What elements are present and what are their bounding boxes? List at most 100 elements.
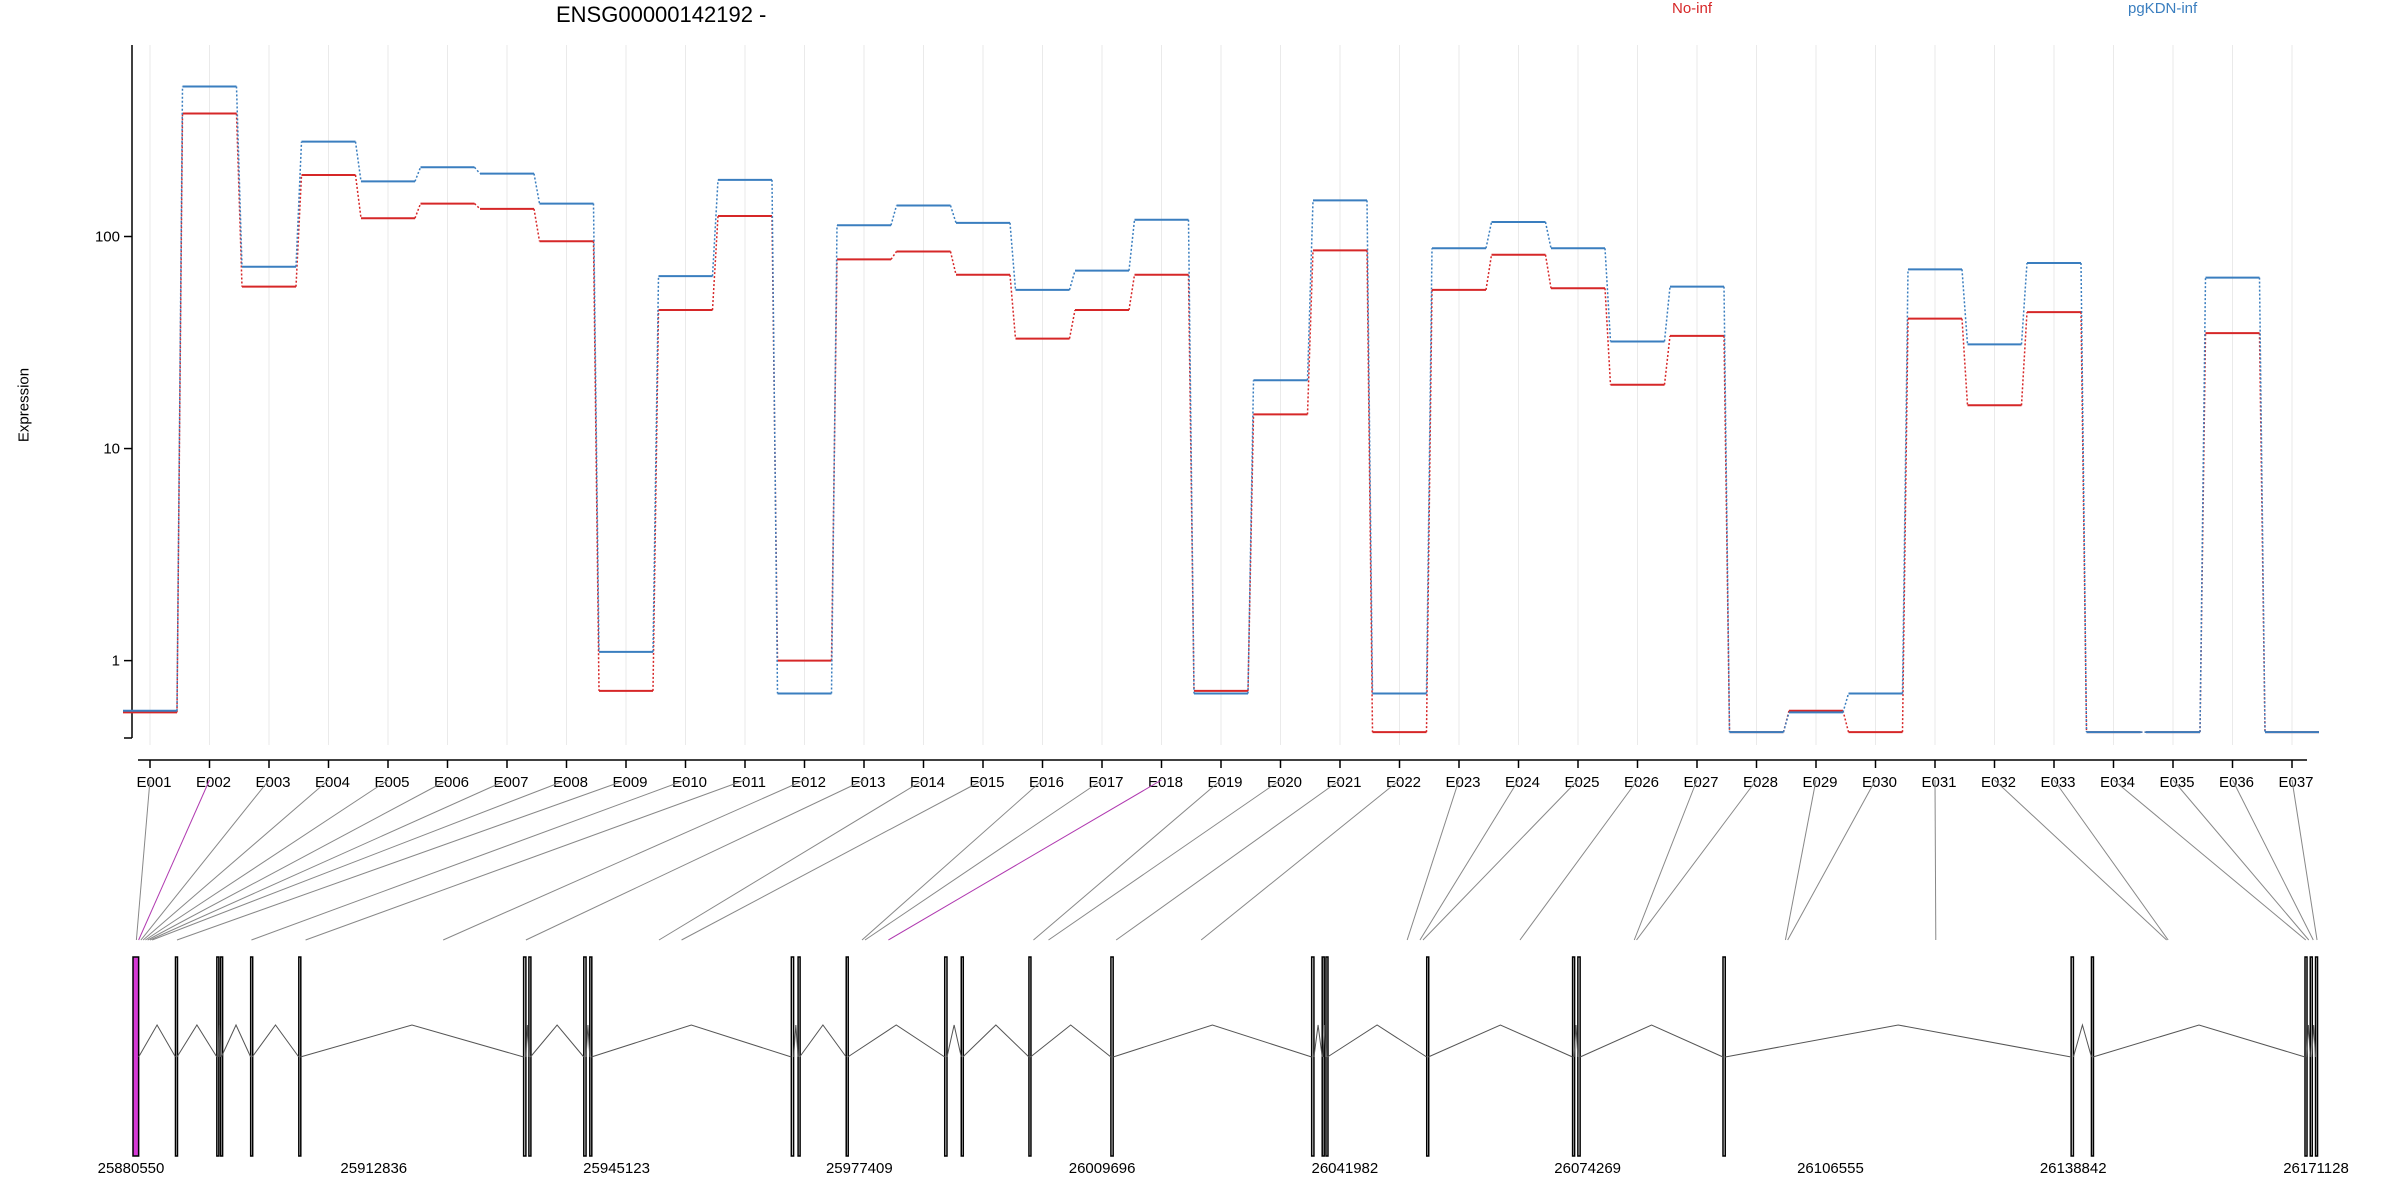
exon-link-e014 <box>658 779 924 941</box>
x-tick-label-e027: E027 <box>1683 774 1718 791</box>
series-no-inf-connector <box>2258 333 2266 733</box>
exon-link-e024 <box>1419 779 1519 941</box>
series-no-inf-connector <box>2020 312 2028 406</box>
series-pgkdn-inf-connector <box>414 167 422 182</box>
exon-block <box>1110 956 1114 1157</box>
exon-link-e035 <box>2172 779 2310 941</box>
series-pgkdn-inf-connector <box>2258 277 2266 733</box>
exon-link-e029 <box>1784 779 1817 941</box>
series-pgkdn-inf-connector <box>592 203 600 652</box>
series-no-inf-connector <box>295 174 303 287</box>
x-tick-label-e003: E003 <box>255 774 290 791</box>
exon-link-e003 <box>140 779 270 941</box>
series-pgkdn-inf-connector <box>890 205 898 226</box>
series-no-inf-connector <box>1485 254 1493 291</box>
series-pgkdn-inf-connector <box>1128 219 1136 271</box>
y-tick-label: 100 <box>95 229 120 246</box>
series-no-inf-connector <box>1068 309 1076 339</box>
intron-line <box>962 1024 1030 1058</box>
x-tick-label-e016: E016 <box>1029 774 1064 791</box>
exon-link-e023 <box>1406 779 1460 941</box>
series-pgkdn-inf-connector <box>1068 270 1076 291</box>
x-tick-label-e012: E012 <box>791 774 826 791</box>
intron-line <box>2072 1023 2092 1058</box>
exon-block <box>1722 956 1727 1157</box>
x-tick-label-e010: E010 <box>672 774 707 791</box>
exon-link-e019 <box>1033 779 1222 941</box>
exon-link-e012 <box>442 779 805 941</box>
intron-line <box>300 1024 524 1058</box>
intron-line <box>530 1024 585 1058</box>
intron-line <box>847 1024 946 1058</box>
series-no-inf-connector <box>235 113 243 287</box>
x-tick-label-e034: E034 <box>2100 774 2135 791</box>
series-pgkdn-inf-connector <box>1306 200 1314 381</box>
series-pgkdn-inf-connector <box>1485 221 1493 249</box>
intron-line <box>176 1024 218 1058</box>
series-no-inf-connector <box>1961 318 1969 406</box>
series-pgkdn-inf-connector <box>1961 269 1969 345</box>
x-tick-label-e006: E006 <box>434 774 469 791</box>
x-tick-label-e009: E009 <box>612 774 647 791</box>
x-tick-label-e021: E021 <box>1326 774 1361 791</box>
intron-line <box>1327 1024 1428 1058</box>
x-tick-label-e013: E013 <box>850 774 885 791</box>
exon-link-e031 <box>1934 779 1937 941</box>
x-tick-label-e015: E015 <box>969 774 1004 791</box>
y-tick-label: 1 <box>112 653 120 670</box>
exon-link-e034 <box>2113 779 2307 941</box>
genomic-tick-label: 25945123 <box>583 1160 650 1177</box>
exon-block <box>132 956 140 1157</box>
intron-line <box>525 1024 530 1058</box>
series-no-inf-connector <box>2199 333 2207 733</box>
exon-link-e001 <box>135 779 151 941</box>
exon-link-e013 <box>525 779 865 941</box>
exon-link-e018 <box>888 779 1162 941</box>
x-tick-label-e002: E002 <box>196 774 231 791</box>
x-tick-label-e004: E004 <box>315 774 350 791</box>
series-pgkdn-inf-connector <box>295 141 303 267</box>
x-tick-label-e029: E029 <box>1802 774 1837 791</box>
series-pgkdn-inf-connector <box>176 86 184 711</box>
genomic-tick-label: 25977409 <box>826 1160 893 1177</box>
x-tick-label-e011: E011 <box>732 774 766 791</box>
series-no-inf-connector <box>1782 710 1790 733</box>
x-tick-label-e028: E028 <box>1743 774 1778 791</box>
exon-link-e026 <box>1519 779 1638 941</box>
exon-link-e011 <box>305 779 746 941</box>
x-tick-label-e023: E023 <box>1445 774 1480 791</box>
x-tick-label-e019: E019 <box>1207 774 1242 791</box>
exon-link-e037 <box>2291 779 2318 941</box>
legend-entry-no-inf: No-inf <box>1672 0 1713 17</box>
intron-line <box>2092 1024 2306 1058</box>
intron-line <box>1573 1024 1579 1058</box>
series-no-inf-connector <box>1604 288 1612 385</box>
exon-link-e025 <box>1422 779 1579 941</box>
series-no-inf-connector <box>1366 250 1374 733</box>
x-tick-label-e035: E035 <box>2159 774 2194 791</box>
exon-link-e007 <box>149 779 508 941</box>
series-no-inf-connector <box>354 174 362 219</box>
x-tick-label-e026: E026 <box>1624 774 1659 791</box>
intron-line <box>220 1023 252 1058</box>
series-no-inf-connector <box>1009 274 1017 339</box>
x-tick-label-e033: E033 <box>2040 774 2075 791</box>
exon-link-e002 <box>138 779 210 941</box>
series-pgkdn-inf-connector <box>533 173 541 204</box>
series-no-inf-connector <box>1544 254 1552 289</box>
series-pgkdn-inf-connector <box>1604 248 1612 342</box>
chart-title: ENSG00000142192 - <box>556 2 767 27</box>
x-tick-label-e007: E007 <box>493 774 528 791</box>
y-tick-label: 10 <box>103 441 120 458</box>
series-pgkdn-inf-connector <box>711 179 719 277</box>
x-tick-label-e032: E032 <box>1981 774 2016 791</box>
series-pgkdn-inf-connector <box>1187 219 1195 694</box>
x-tick-label-e005: E005 <box>374 774 409 791</box>
series-pgkdn-inf-connector <box>949 205 957 224</box>
series-no-inf-connector <box>1128 274 1136 311</box>
legend-entry-pgkdn-inf: pgKDN-inf <box>2128 0 2198 17</box>
exon-link-e006 <box>147 779 448 941</box>
intron-line <box>799 1024 847 1058</box>
